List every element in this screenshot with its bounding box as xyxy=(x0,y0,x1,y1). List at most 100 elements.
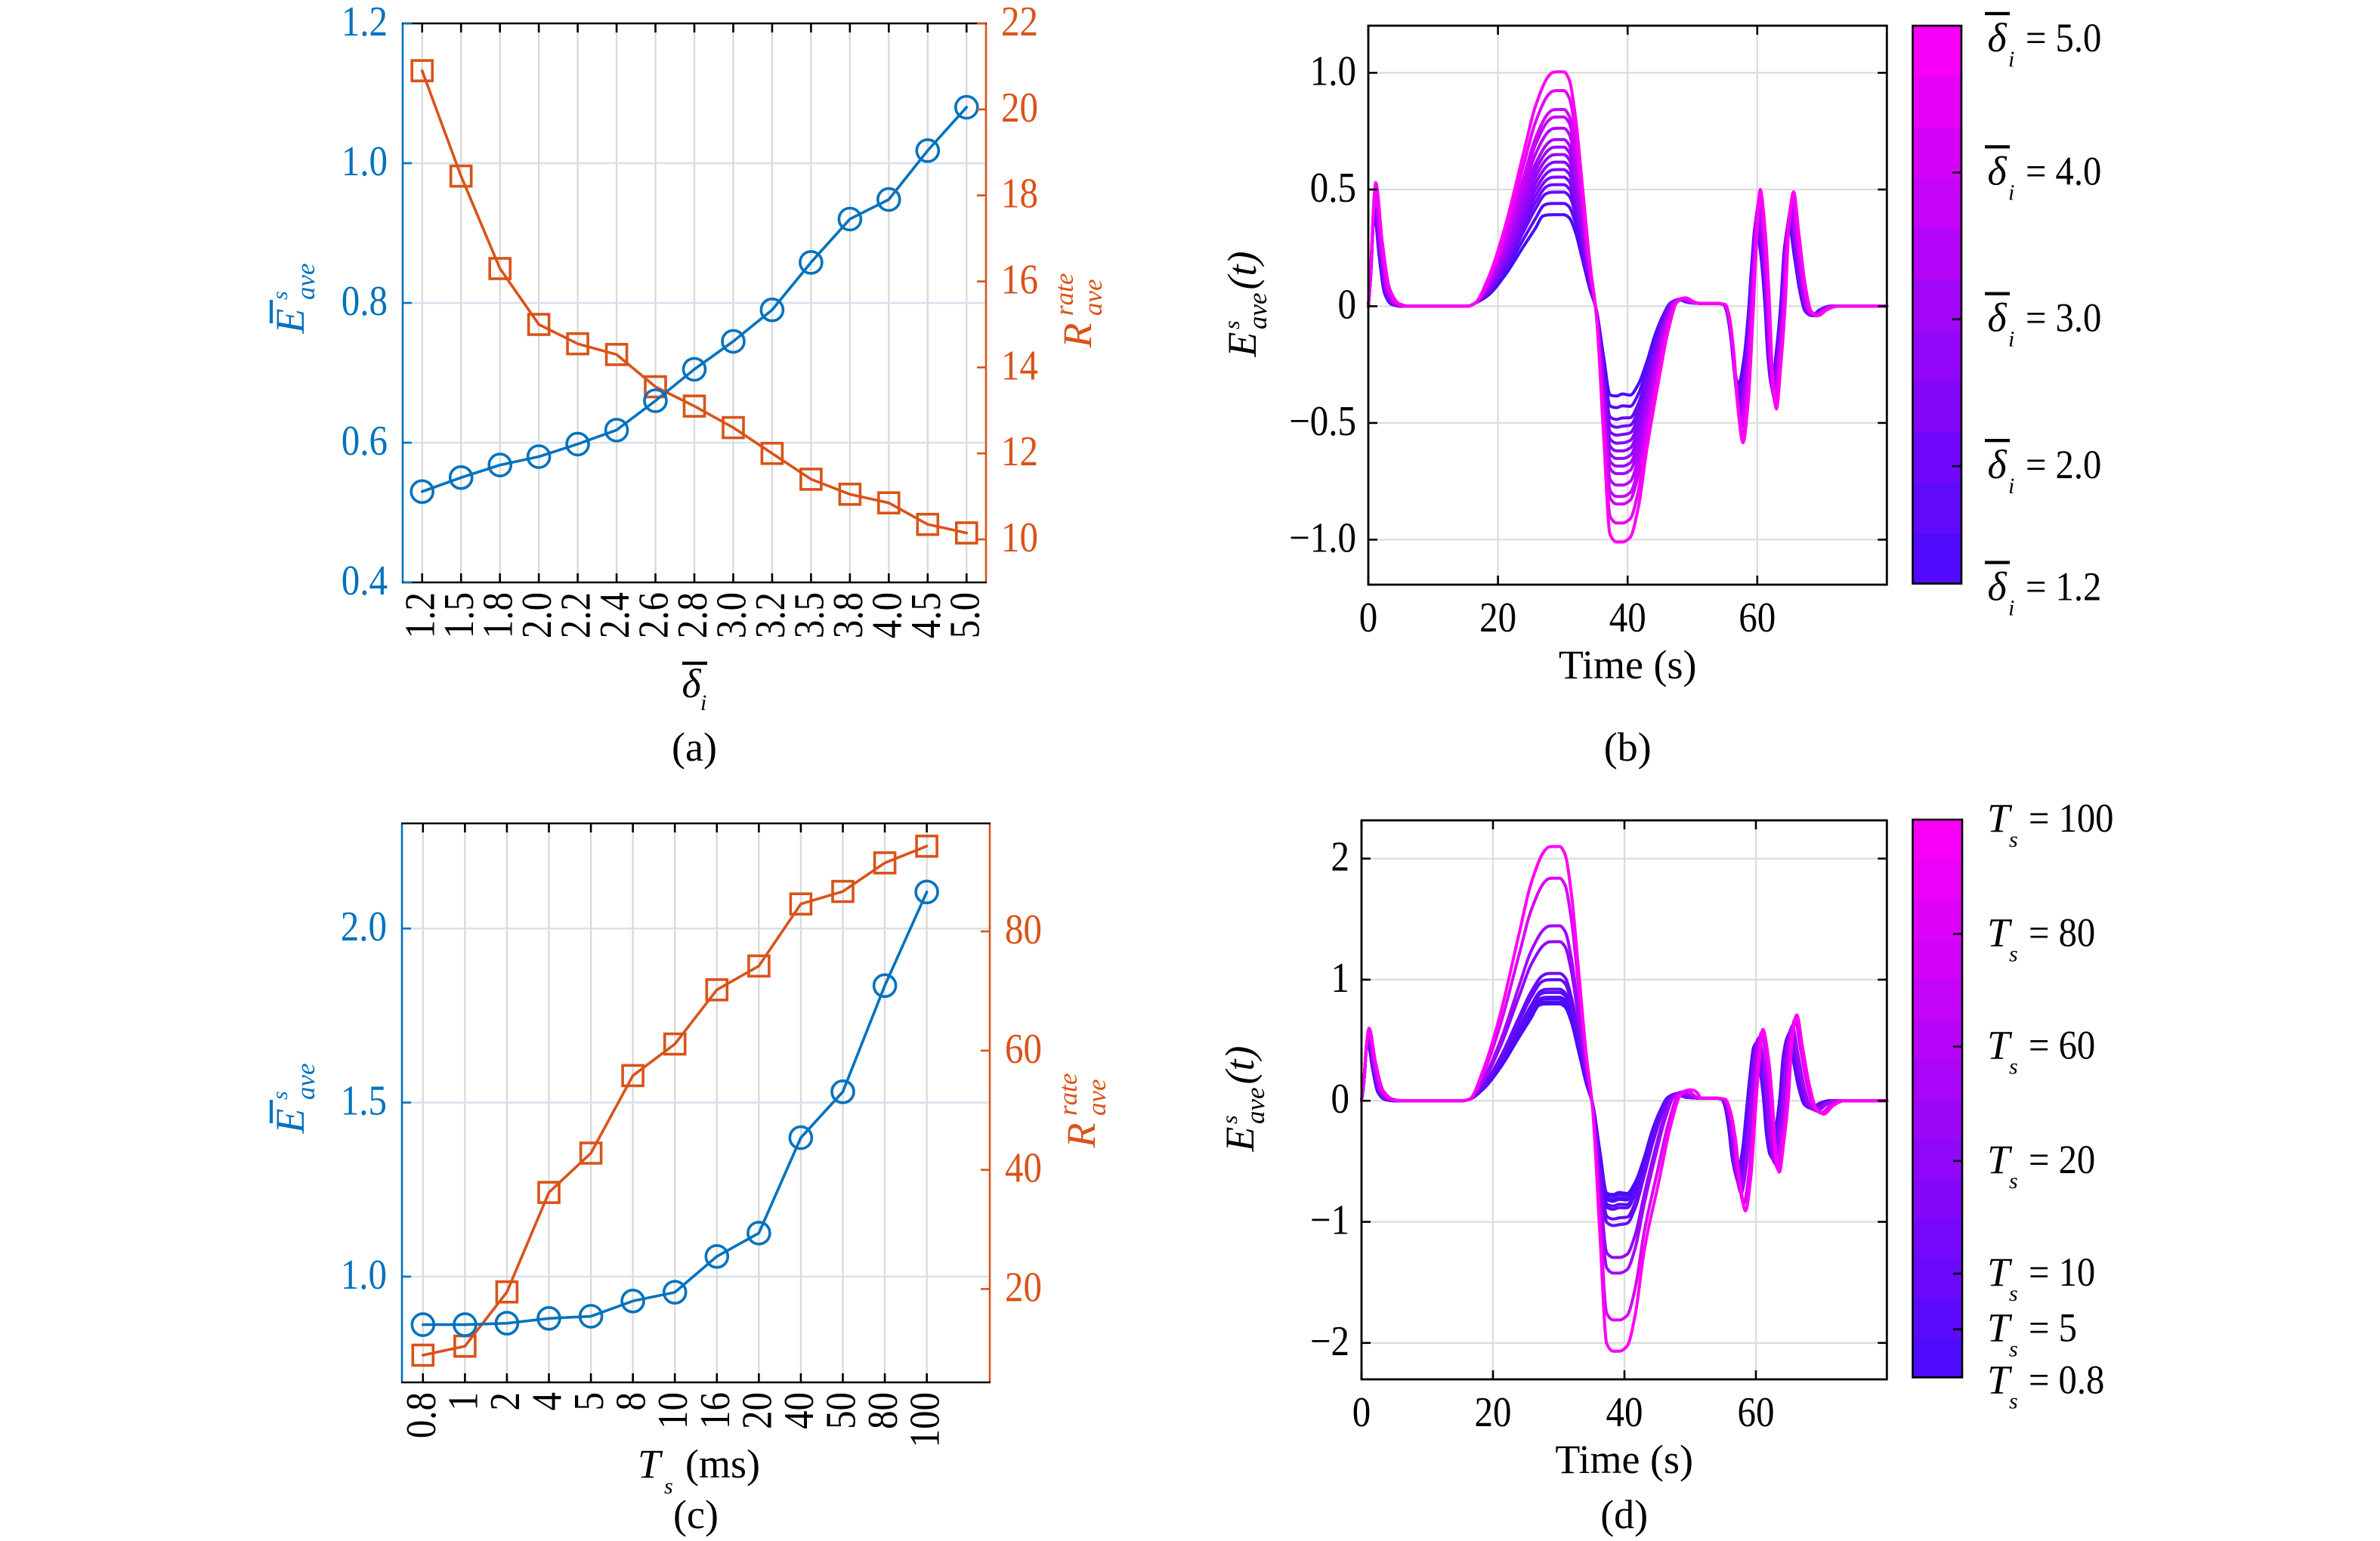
svg-text:1.2: 1.2 xyxy=(342,0,388,45)
svg-text:s: s xyxy=(2009,941,2018,966)
svg-text:1.0: 1.0 xyxy=(341,1252,387,1299)
svg-text:40: 40 xyxy=(776,1392,823,1429)
svg-text:4.0: 4.0 xyxy=(864,592,910,638)
svg-text:ave: ave xyxy=(291,1063,320,1100)
svg-text:δ: δ xyxy=(1987,295,2007,341)
svg-text:50: 50 xyxy=(818,1392,865,1429)
svg-text:= 60: = 60 xyxy=(2029,1023,2095,1068)
svg-text:Time (s): Time (s) xyxy=(1555,1437,1693,1482)
svg-text:60: 60 xyxy=(1738,1389,1775,1436)
svg-text:100: 100 xyxy=(902,1392,949,1448)
svg-text:−1.0: −1.0 xyxy=(1289,514,1356,561)
svg-text:3.8: 3.8 xyxy=(825,592,872,638)
svg-text:16: 16 xyxy=(1001,257,1038,304)
svg-text:= 0.8: = 0.8 xyxy=(2029,1357,2104,1402)
svg-text:δ: δ xyxy=(1987,15,2007,60)
svg-text:ave: ave xyxy=(1241,1087,1270,1124)
svg-text:T: T xyxy=(1987,1023,2013,1068)
svg-text:δ: δ xyxy=(1987,442,2007,487)
svg-text:= 5: = 5 xyxy=(2029,1305,2077,1351)
svg-text:18: 18 xyxy=(1001,171,1038,218)
svg-text:4.5: 4.5 xyxy=(903,592,950,638)
svg-text:1.0: 1.0 xyxy=(1310,48,1356,94)
svg-text:(d): (d) xyxy=(1600,1492,1648,1537)
svg-text:(b): (b) xyxy=(1604,724,1652,770)
svg-text:2.2: 2.2 xyxy=(553,592,600,638)
svg-text:s: s xyxy=(2009,1281,2018,1306)
svg-text:s: s xyxy=(2009,1169,2018,1194)
svg-text:= 20: = 20 xyxy=(2029,1137,2095,1182)
svg-text:8: 8 xyxy=(608,1392,655,1411)
svg-text:1.0: 1.0 xyxy=(342,138,388,185)
svg-text:ave: ave xyxy=(1082,1079,1111,1116)
svg-text:s: s xyxy=(267,291,292,300)
svg-text:= 2.0: = 2.0 xyxy=(2026,442,2101,487)
svg-text:5: 5 xyxy=(566,1392,613,1411)
svg-text:T: T xyxy=(1987,1137,2013,1182)
svg-text:(t): (t) xyxy=(1219,252,1265,290)
svg-text:1: 1 xyxy=(1331,955,1350,1002)
svg-text:T: T xyxy=(1987,795,2013,841)
svg-text:2.0: 2.0 xyxy=(341,903,387,950)
svg-text:1.5: 1.5 xyxy=(436,592,483,638)
svg-text:1.8: 1.8 xyxy=(475,592,522,638)
svg-text:1: 1 xyxy=(440,1392,487,1411)
svg-text:(a): (a) xyxy=(672,724,717,770)
svg-text:ave: ave xyxy=(1078,279,1108,316)
svg-text:2.8: 2.8 xyxy=(669,592,716,638)
svg-text:1.5: 1.5 xyxy=(341,1078,387,1125)
svg-text:rate: rate xyxy=(1053,1073,1083,1116)
svg-text:14: 14 xyxy=(1001,342,1038,389)
svg-text:s: s xyxy=(267,1091,292,1100)
svg-text:2.0: 2.0 xyxy=(514,592,561,638)
svg-text:20: 20 xyxy=(734,1392,780,1429)
svg-text:60: 60 xyxy=(1005,1026,1042,1073)
svg-text:Time (s): Time (s) xyxy=(1559,642,1697,687)
svg-text:i: i xyxy=(2008,474,2014,499)
svg-text:= 3.0: = 3.0 xyxy=(2026,295,2101,341)
svg-text:E: E xyxy=(1219,332,1265,358)
svg-text:20: 20 xyxy=(1475,1389,1512,1436)
svg-text:s: s xyxy=(664,1474,673,1499)
svg-text:10: 10 xyxy=(1001,514,1038,561)
svg-text:0: 0 xyxy=(1359,594,1378,641)
svg-text:s: s xyxy=(2009,827,2018,852)
svg-text:δ: δ xyxy=(682,661,701,706)
svg-text:1.2: 1.2 xyxy=(397,592,444,638)
svg-text:20: 20 xyxy=(1005,1264,1042,1311)
svg-text:T: T xyxy=(1987,1305,2013,1351)
svg-text:2: 2 xyxy=(482,1392,529,1411)
svg-text:−1: −1 xyxy=(1310,1197,1349,1244)
svg-text:= 80: = 80 xyxy=(2029,909,2095,955)
svg-text:T: T xyxy=(1987,909,2013,955)
svg-text:ave: ave xyxy=(291,263,320,300)
svg-text:0.5: 0.5 xyxy=(1310,165,1356,212)
svg-text:= 5.0: = 5.0 xyxy=(2026,15,2101,60)
svg-text:5.0: 5.0 xyxy=(941,592,988,638)
svg-text:0.8: 0.8 xyxy=(342,278,388,325)
svg-text:3.5: 3.5 xyxy=(786,592,833,638)
svg-text:−2: −2 xyxy=(1310,1318,1349,1365)
svg-text:δ: δ xyxy=(1987,148,2007,193)
svg-text:s: s xyxy=(1219,320,1244,329)
svg-text:R: R xyxy=(1055,323,1100,349)
svg-text:rate: rate xyxy=(1049,273,1079,316)
svg-text:s: s xyxy=(1217,1115,1242,1124)
svg-text:0.6: 0.6 xyxy=(342,418,388,465)
svg-text:i: i xyxy=(2008,327,2014,352)
svg-text:s: s xyxy=(2009,1055,2018,1079)
svg-text:−0.5: −0.5 xyxy=(1289,398,1356,445)
svg-text:80: 80 xyxy=(1005,906,1042,953)
svg-text:R: R xyxy=(1059,1123,1104,1149)
svg-text:T: T xyxy=(1987,1357,2013,1402)
svg-text:E: E xyxy=(1217,1127,1263,1153)
svg-text:0.4: 0.4 xyxy=(342,557,388,604)
svg-text:2.6: 2.6 xyxy=(631,592,678,638)
svg-text:= 1.2: = 1.2 xyxy=(2026,564,2101,610)
svg-text:i: i xyxy=(2008,596,2014,621)
svg-text:3.2: 3.2 xyxy=(747,592,794,638)
svg-text:3.0: 3.0 xyxy=(709,592,756,638)
svg-text:4: 4 xyxy=(524,1392,571,1411)
svg-text:= 100: = 100 xyxy=(2029,795,2114,841)
svg-text:(c): (c) xyxy=(673,1492,719,1537)
